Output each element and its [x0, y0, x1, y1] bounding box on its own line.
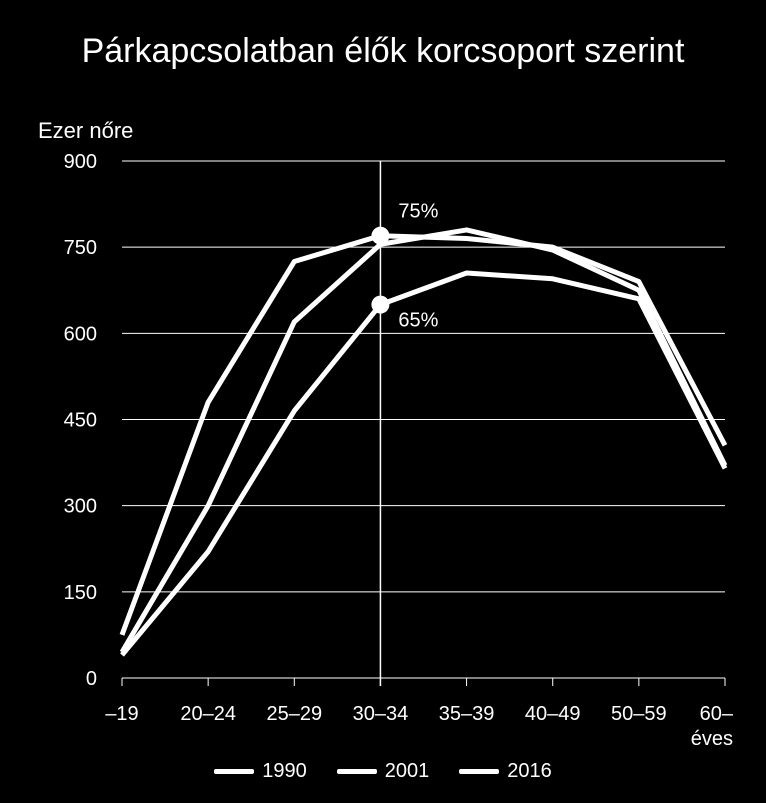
legend-swatch	[336, 769, 377, 774]
x-tick-label: 35–39	[439, 703, 495, 725]
x-tick-label: 60–	[700, 703, 734, 725]
legend-item-2001: 2001	[336, 760, 430, 783]
x-tick-label: –19	[105, 703, 138, 725]
annotation-marker	[371, 295, 390, 314]
x-tick-label: 40–49	[525, 703, 581, 725]
x-tick-label: éves	[691, 728, 733, 750]
y-tick-label: 600	[64, 323, 97, 345]
legend-label: 2016	[507, 760, 552, 782]
y-tick-label: 300	[64, 496, 97, 518]
y-tick-label: 150	[64, 582, 97, 604]
legend-label: 2001	[384, 760, 430, 782]
series-line-2001	[119, 227, 728, 654]
y-tick-label: 0	[86, 668, 97, 690]
legend-item-2016: 2016	[459, 760, 552, 783]
x-tick-label: 50–59	[611, 703, 667, 725]
annotation-label: 65%	[398, 310, 438, 332]
y-axis-label: Ezer nőre	[38, 118, 134, 143]
legend-swatch	[459, 769, 500, 774]
y-tick-label: 900	[64, 151, 97, 173]
y-tick-label: 450	[64, 410, 97, 432]
annotation-marker	[371, 226, 390, 245]
chart-title: Párkapcsolatban élők korcsoport szerint	[81, 32, 685, 70]
legend-swatch	[214, 769, 255, 774]
x-tick-label: 20–24	[180, 703, 236, 725]
annotation-label: 75%	[398, 201, 438, 223]
x-tick-label: 25–29	[266, 703, 322, 725]
legend-item-1990: 1990	[214, 760, 307, 783]
legend: 1990 2001 2016	[0, 760, 766, 783]
x-tick-label: 30–34	[353, 703, 409, 725]
series-line-2016	[120, 270, 728, 657]
legend-label: 1990	[262, 760, 307, 782]
y-tick-label: 750	[64, 237, 97, 259]
